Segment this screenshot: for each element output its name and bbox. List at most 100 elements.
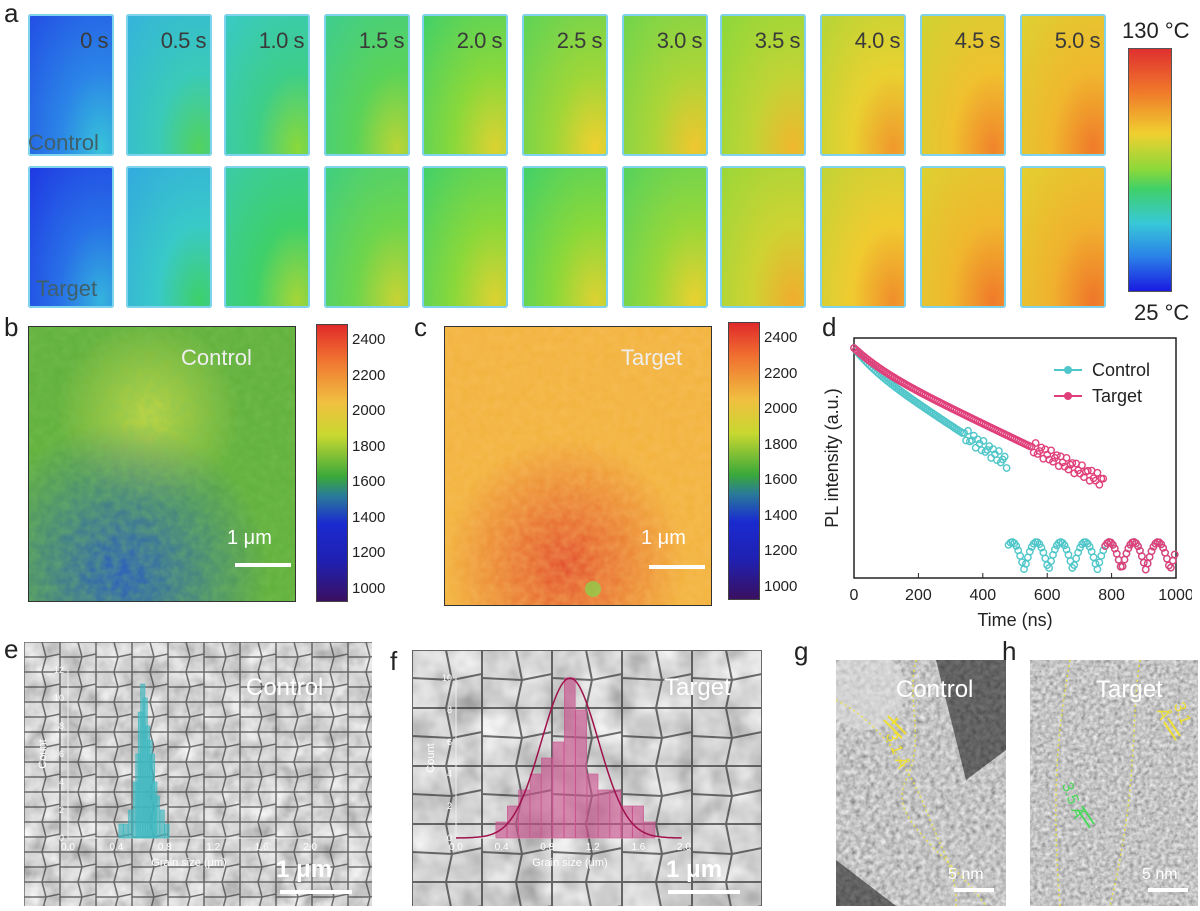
x-axis-label: Grain size (μm): [151, 857, 226, 869]
histogram-bar: [541, 757, 553, 839]
trpl-chart: 0 200 400 600 800 1000 Time (ns) PL intensity (…: [822, 337, 1192, 630]
sem-image-control: Control 1 μm: [24, 642, 372, 906]
thermal-frame-control: 4.5 s: [920, 14, 1006, 156]
histogram-bar: [118, 823, 124, 839]
data-point: [1147, 547, 1156, 556]
thermal-frame-target: [1020, 166, 1106, 308]
panel-label-h: h: [1002, 636, 1017, 666]
data-point: [1018, 558, 1026, 567]
data-point: [1047, 557, 1055, 566]
x-tick-label: 600: [1034, 587, 1061, 604]
scale-bar-f: [668, 890, 740, 894]
y-tick-label: 6: [447, 737, 452, 747]
colorbar-tick-label: 1400: [352, 508, 386, 526]
histogram-bar: [575, 709, 587, 839]
sem-label-control: Control: [246, 674, 324, 701]
time-label: 5.0 s: [1054, 28, 1101, 53]
data-point: [1095, 480, 1104, 489]
data-point: [1166, 563, 1175, 572]
x-axis-label: Grain size (μm): [532, 857, 607, 869]
data-point: [1099, 474, 1108, 483]
y-tick-label: 4: [447, 769, 452, 779]
data-point: [979, 437, 988, 445]
y-tick-label: 2: [59, 805, 64, 815]
thermal-frame-target: [920, 166, 1006, 308]
x-tick-label: 0: [850, 587, 859, 604]
thermal-frame-control: 0 s: [28, 14, 114, 156]
thermal-frame-target: [820, 166, 906, 308]
colorbar-tick-label: 1000: [764, 577, 798, 595]
colorbar-tick-label: 2400: [352, 331, 386, 348]
data-point: [1118, 562, 1127, 571]
time-label: 4.0 s: [854, 28, 901, 53]
scale-bar-h: [1148, 888, 1188, 892]
data-point: [1049, 457, 1057, 466]
histogram-bar: [154, 795, 160, 839]
panel-label-a: a: [4, 0, 19, 28]
data-point: [1165, 561, 1173, 570]
scale-label-h: 5 nm: [1142, 866, 1178, 883]
y-tick-label: 0: [447, 833, 452, 843]
thermal-image-grid: 0 s 0.5 s 1.0 s 1.5 s 2.0 s 2.5 s 3.0 s 3.5 s 4.…: [0, 0, 1120, 310]
thermal-frame-control: 4.0 s: [820, 14, 906, 156]
scale-bar-b: [235, 563, 291, 567]
histogram-bar: [159, 809, 165, 839]
data-point: [1093, 468, 1102, 477]
panel-label-g: g: [794, 636, 809, 666]
thermal-frame-control: 5.0 s: [1020, 14, 1106, 156]
histogram-bar: [586, 773, 599, 839]
thermal-frame-target: [28, 166, 114, 308]
colorbar-tick-label: 1400: [764, 506, 798, 524]
sem-image-target: Target 1 μm: [412, 650, 762, 906]
time-label: 3.0 s: [656, 28, 703, 53]
colorbar-tick-label: 2200: [764, 364, 798, 382]
thermal-frame-control: 3.0 s: [622, 14, 708, 156]
y-tick-label: 0: [59, 833, 64, 843]
panel-label-b: b: [4, 312, 19, 342]
y-tick-label: 10: [54, 693, 64, 703]
data-point: [1139, 558, 1148, 567]
y-tick-label: 6: [59, 749, 64, 759]
pl-map-target: Target 1 μm: [444, 326, 712, 606]
data-point: [1081, 538, 1090, 547]
time-label: 0.5 s: [160, 28, 207, 53]
panel-label-c: c: [414, 312, 427, 342]
scale-bar-g: [954, 888, 994, 892]
data-point: [1060, 541, 1069, 550]
thermal-frame-target: [224, 166, 310, 308]
histogram-bar: [643, 821, 656, 839]
x-tick-label: 1.2: [206, 842, 220, 853]
colorbar-tick-label: 1600: [352, 473, 386, 490]
panel-label-e: e: [4, 634, 19, 664]
thermal-frame-control: 1.5 s: [324, 14, 410, 156]
data-point: [1000, 452, 1009, 461]
thermal-frame-target: [422, 166, 508, 308]
colorbar-tick-label: 2400: [764, 329, 798, 346]
grain-histogram-target: 0 2 4 6 8 10 0.0 0.4 0.8 1.2 1.6 2.0 Grain size (μm)…: [425, 673, 691, 869]
x-tick-label: 200: [905, 587, 932, 604]
thermal-frame-target: [324, 166, 410, 308]
data-point: [1062, 453, 1071, 462]
plot-frame: [853, 337, 1177, 579]
data-point: [981, 448, 990, 456]
data-point: [1045, 564, 1054, 572]
pl-colorbar-gradient: [316, 324, 348, 602]
pl-colorbar-b: 2400 2200 2000 1800 1600 1400 1200 1000: [316, 324, 396, 604]
data-point: [1099, 546, 1108, 555]
histogram-bar: [507, 805, 519, 839]
tem-label-control: Control: [896, 676, 974, 703]
histogram-bar: [518, 789, 530, 839]
colorbar-tick-label: 1000: [352, 579, 386, 597]
thermal-frame-control: 3.5 s: [720, 14, 806, 156]
thermal-frame-target: [126, 166, 212, 308]
row-label-target: Target: [36, 276, 98, 301]
data-point: [1002, 464, 1011, 472]
x-tick-label: 400: [969, 587, 996, 604]
data-point: [1170, 550, 1179, 559]
x-tick-label: 1000: [1158, 587, 1192, 604]
colorbar-tick-label: 2200: [352, 366, 386, 384]
x-tick-label: 2.0: [677, 842, 691, 853]
data-point: [964, 426, 972, 435]
x-tick-label: 1.6: [631, 842, 645, 853]
data-point: [1089, 553, 1098, 562]
